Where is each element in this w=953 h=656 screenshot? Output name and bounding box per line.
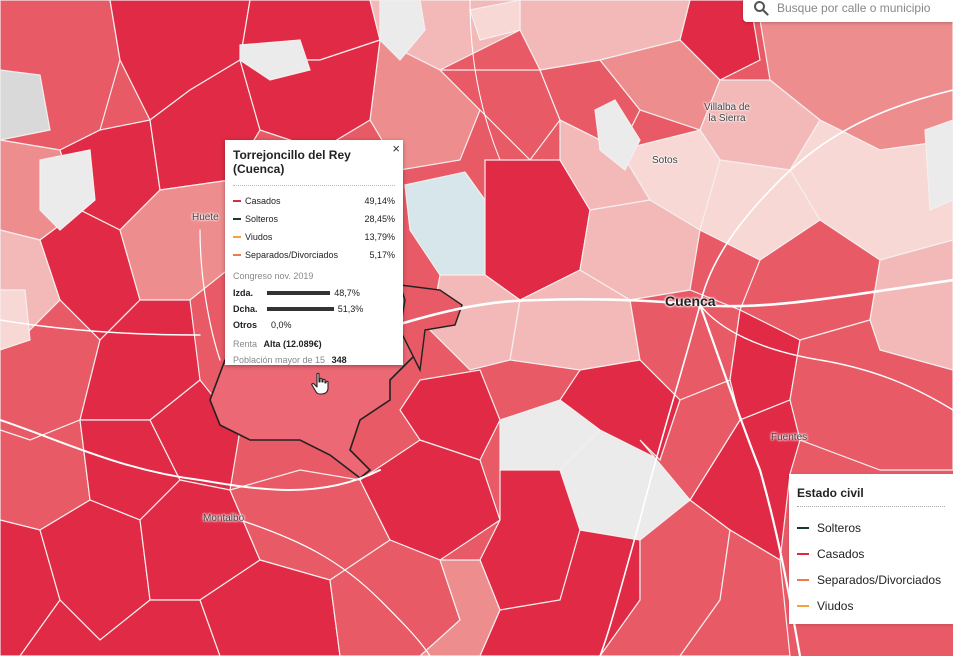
road [699,89,953,306]
civil-status-label: Solteros [245,214,279,224]
road [378,278,953,332]
civil-status-label: Separados/Divorciados [245,250,339,260]
population-label: Población mayor de 15 [233,355,326,365]
hand-cursor-icon [311,372,329,395]
legend-divider [797,506,945,507]
place-label-cuenca: Cuenca [665,293,716,309]
map-region-no-data [594,99,641,171]
civil-status-value: 5,17% [369,250,395,260]
legend-swatch [797,527,809,529]
map-region [399,369,501,461]
road [599,304,701,656]
legend-title: Estado civil [797,486,864,500]
road [699,304,953,411]
place-label-sotos: Sotos [652,155,678,166]
vote-bar-right [267,307,334,311]
solteros-swatch [233,218,241,220]
map-region-no-data [0,289,31,351]
casados-swatch [233,200,241,202]
search-box[interactable] [743,0,953,22]
tooltip-divider [233,185,395,186]
map-region [438,69,561,161]
municipality-tooltip: × Torrejoncillo del Rey (Cuenca) Casados… [225,140,403,365]
legend-swatch [797,553,809,555]
civil-status-row: Solteros 28,45% [233,210,395,228]
tooltip-title: Torrejoncillo del Rey (Cuenca) [233,148,351,176]
map-region [679,529,791,656]
map-region-no-data [239,39,311,81]
legend-swatch [797,605,809,607]
rent-label: Renta [233,339,258,349]
vote-value: 0,0% [271,320,292,330]
election-title: Congreso nov. 2019 [233,271,314,281]
civil-status-value: 28,45% [364,214,395,224]
population-value: 348 [331,355,347,365]
legend: Estado civil Solteros Casados Separados/… [789,474,953,624]
map-region-no-data [0,69,51,141]
civil-status-value: 49,14% [364,196,395,206]
map-region-no-data [39,149,96,231]
map-region-no-data [379,0,426,61]
road [0,319,201,336]
place-label-huete: Huete [192,212,219,223]
map-region [199,559,341,656]
vote-label: Izda. [233,288,254,298]
civil-status-label: Viudos [245,232,273,242]
place-label-fuentes: Fuentes [771,432,808,443]
map-region [419,559,501,656]
road [469,0,501,161]
legend-item-viudos[interactable]: Viudos [797,593,945,619]
civil-status-value: 13,79% [364,232,395,242]
vote-bar-left [267,291,331,295]
road [239,519,431,656]
place-label-villalba-de-la-sierra: Villalba de la Sierra [704,102,750,124]
place-label-montalbo: Montalbo [203,513,245,524]
road [199,229,221,361]
vote-value: 51,3% [337,304,364,314]
vote-label: Otros [233,320,258,330]
legend-item-label: Separados/Divorciados [817,573,942,587]
civil-status-row: Separados/Divorciados 5,17% [233,246,395,264]
population-row: Población mayor de 15 348 [233,355,395,368]
legend-item-label: Viudos [817,599,854,613]
map-region-no-data [924,119,953,211]
search-icon[interactable] [753,0,769,16]
road [0,419,381,491]
rent-value: Alta (12.089€) [263,339,322,349]
legend-swatch [797,579,809,581]
rent-row: Renta Alta (12.089€) [233,339,395,352]
legend-item-label: Solteros [817,521,862,535]
vote-row: Otros 0,0% [233,317,395,333]
legend-item-solteros[interactable]: Solteros [797,515,945,541]
map-region [699,159,821,261]
legend-item-casados[interactable]: Casados [797,541,945,567]
selected-municipality-north [398,284,463,373]
viudos-swatch [233,236,241,238]
separados-swatch [233,254,241,256]
legend-item-separados-divorciados[interactable]: Separados/Divorciados [797,567,945,593]
vote-value: 48,7% [334,288,360,298]
civil-status-label: Casados [245,196,281,206]
map-region [639,379,741,502]
vote-row: Izda. 48,7% [233,285,395,301]
vote-row: Dcha. 51,3% [233,301,395,317]
civil-status-row: Viudos 13,79% [233,228,395,246]
legend-item-label: Casados [817,547,865,561]
place-label-villalba-line1: Villalba de [704,102,750,113]
place-label-villalba-line2: la Sierra [708,113,746,124]
civil-status-row: Casados 49,14% [233,192,395,210]
vote-label: Dcha. [233,304,258,314]
close-icon[interactable]: × [392,141,400,156]
map-region-no-data [469,0,521,41]
search-input[interactable] [777,1,952,15]
